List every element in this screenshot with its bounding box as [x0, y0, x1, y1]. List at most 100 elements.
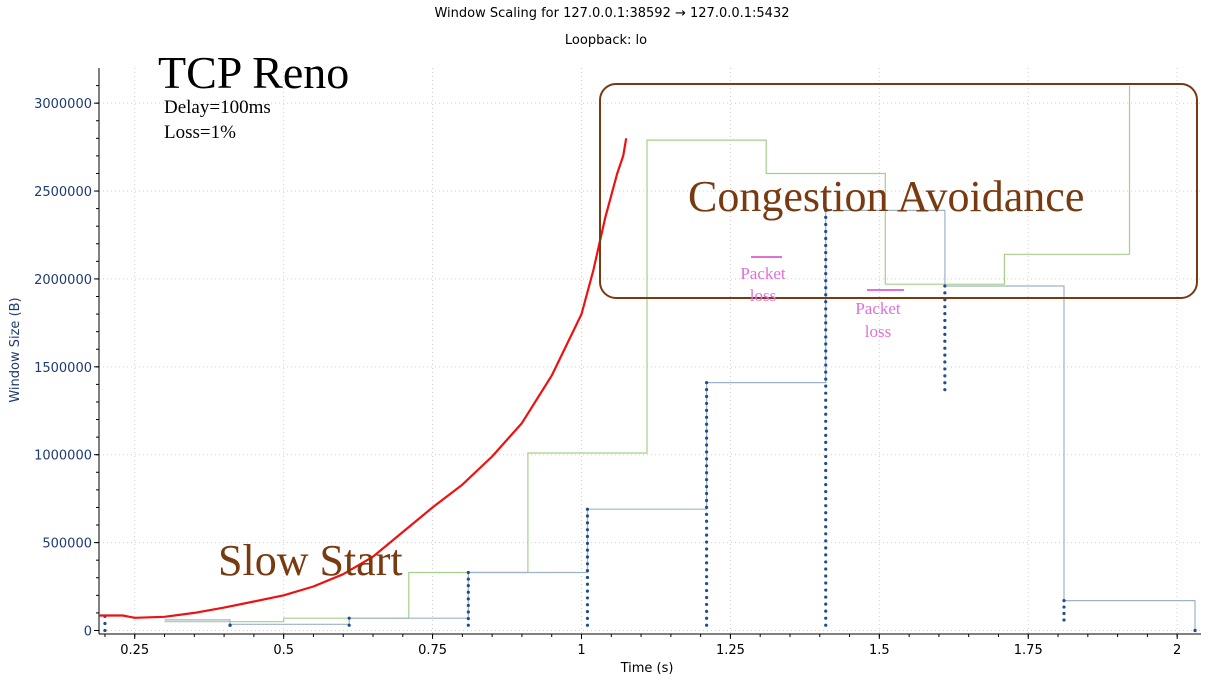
segment-point [824, 398, 828, 402]
segment-point [1062, 611, 1066, 616]
segment-point [704, 512, 709, 516]
segment-point [824, 518, 828, 522]
segment-point [824, 588, 828, 592]
segment-point [704, 401, 709, 406]
segment-point [824, 419, 828, 423]
packet-loss-label-1b: loss [750, 286, 776, 305]
segment-point [704, 498, 709, 503]
segment-point [585, 541, 590, 545]
segment-point [585, 569, 590, 573]
segment-point [824, 602, 828, 606]
segment-point [704, 457, 709, 461]
x-tick-label: 0.75 [418, 643, 447, 658]
segment-point [704, 443, 709, 447]
segment-point [824, 293, 828, 297]
delay-annotation: Delay=100ms [164, 97, 271, 118]
segment-point [943, 318, 947, 323]
segment-point [824, 475, 828, 480]
segment-point [824, 468, 828, 473]
segment-point [585, 514, 590, 518]
segment-point [824, 581, 828, 585]
segment-point [466, 617, 470, 621]
segment-point [466, 610, 470, 614]
x-axis-label: Time (s) [620, 661, 674, 676]
segment-point [824, 257, 828, 262]
segment-point [824, 447, 828, 452]
segment-point [824, 286, 828, 290]
segment-point [943, 346, 947, 350]
segment-point [704, 554, 709, 558]
segment-point [943, 332, 947, 336]
segment-point [824, 236, 828, 241]
segment-point [704, 582, 709, 586]
segment-point [824, 265, 828, 269]
segment-point [585, 616, 590, 620]
segment-point [704, 387, 709, 392]
segment-point [824, 623, 828, 627]
segment-point [585, 534, 590, 539]
segment-point [585, 562, 590, 566]
segment-point [824, 433, 828, 437]
segment-point [585, 582, 590, 586]
segment-point [704, 561, 709, 565]
segment-point [824, 335, 828, 339]
x-tick-label: 1.5 [869, 643, 890, 658]
segment-point [824, 321, 828, 325]
segment-point [347, 623, 351, 627]
segment-point [824, 511, 828, 515]
segment-point [704, 464, 709, 468]
segment-point [824, 490, 828, 494]
segment-point [704, 505, 709, 509]
segment-point [585, 575, 590, 580]
x-tick-label: 1.75 [1014, 643, 1043, 658]
segment-point [824, 482, 828, 487]
segment-point [103, 621, 107, 626]
segment-point [943, 353, 947, 357]
congestion-avoidance-annotation: Congestion Avoidance [688, 172, 1084, 221]
segment-point [824, 356, 828, 360]
segment-point [824, 342, 828, 346]
segment-point [824, 574, 828, 578]
segment-point [704, 484, 709, 489]
segment-point [824, 384, 828, 388]
segment-point [943, 374, 947, 378]
segment-point [824, 370, 828, 374]
segment-point [704, 533, 709, 537]
segment-point [943, 305, 947, 309]
segment-point [943, 291, 947, 295]
segment-point [943, 284, 947, 288]
segment-point [704, 568, 709, 572]
segment-point [824, 461, 828, 466]
segment-point [824, 363, 828, 367]
chart-subtitle: Loopback: lo [565, 33, 647, 48]
segment-point [585, 589, 590, 593]
segment-point [824, 412, 828, 416]
segment-point [824, 497, 828, 501]
segment-point [704, 478, 709, 482]
segment-point [347, 616, 351, 620]
segment-point [704, 595, 709, 600]
loss-annotation: Loss=1% [164, 122, 236, 143]
cwnd-line [99, 138, 628, 619]
segment-point [824, 454, 828, 459]
segment-point [466, 584, 470, 588]
segment-point [228, 623, 232, 627]
x-tick-label: 1 [577, 643, 585, 658]
x-tick-label: 2 [1173, 643, 1181, 658]
segment-point [585, 603, 590, 607]
segment-point [824, 314, 828, 318]
segment-point [704, 602, 709, 607]
segment-point [103, 628, 107, 633]
segment-point [704, 547, 709, 551]
y-tick-label: 500000 [42, 537, 92, 552]
y-axis-label: Window Size (B) [8, 297, 23, 402]
segment-point [943, 360, 947, 364]
segment-point [585, 507, 590, 511]
segment-point [824, 300, 828, 304]
segment-point [585, 555, 590, 559]
segment-point [824, 440, 828, 445]
segment-point [943, 325, 947, 330]
congestion-avoidance-box [599, 83, 1198, 299]
segment-point [824, 208, 828, 212]
x-tick-label: 1.25 [716, 643, 745, 658]
